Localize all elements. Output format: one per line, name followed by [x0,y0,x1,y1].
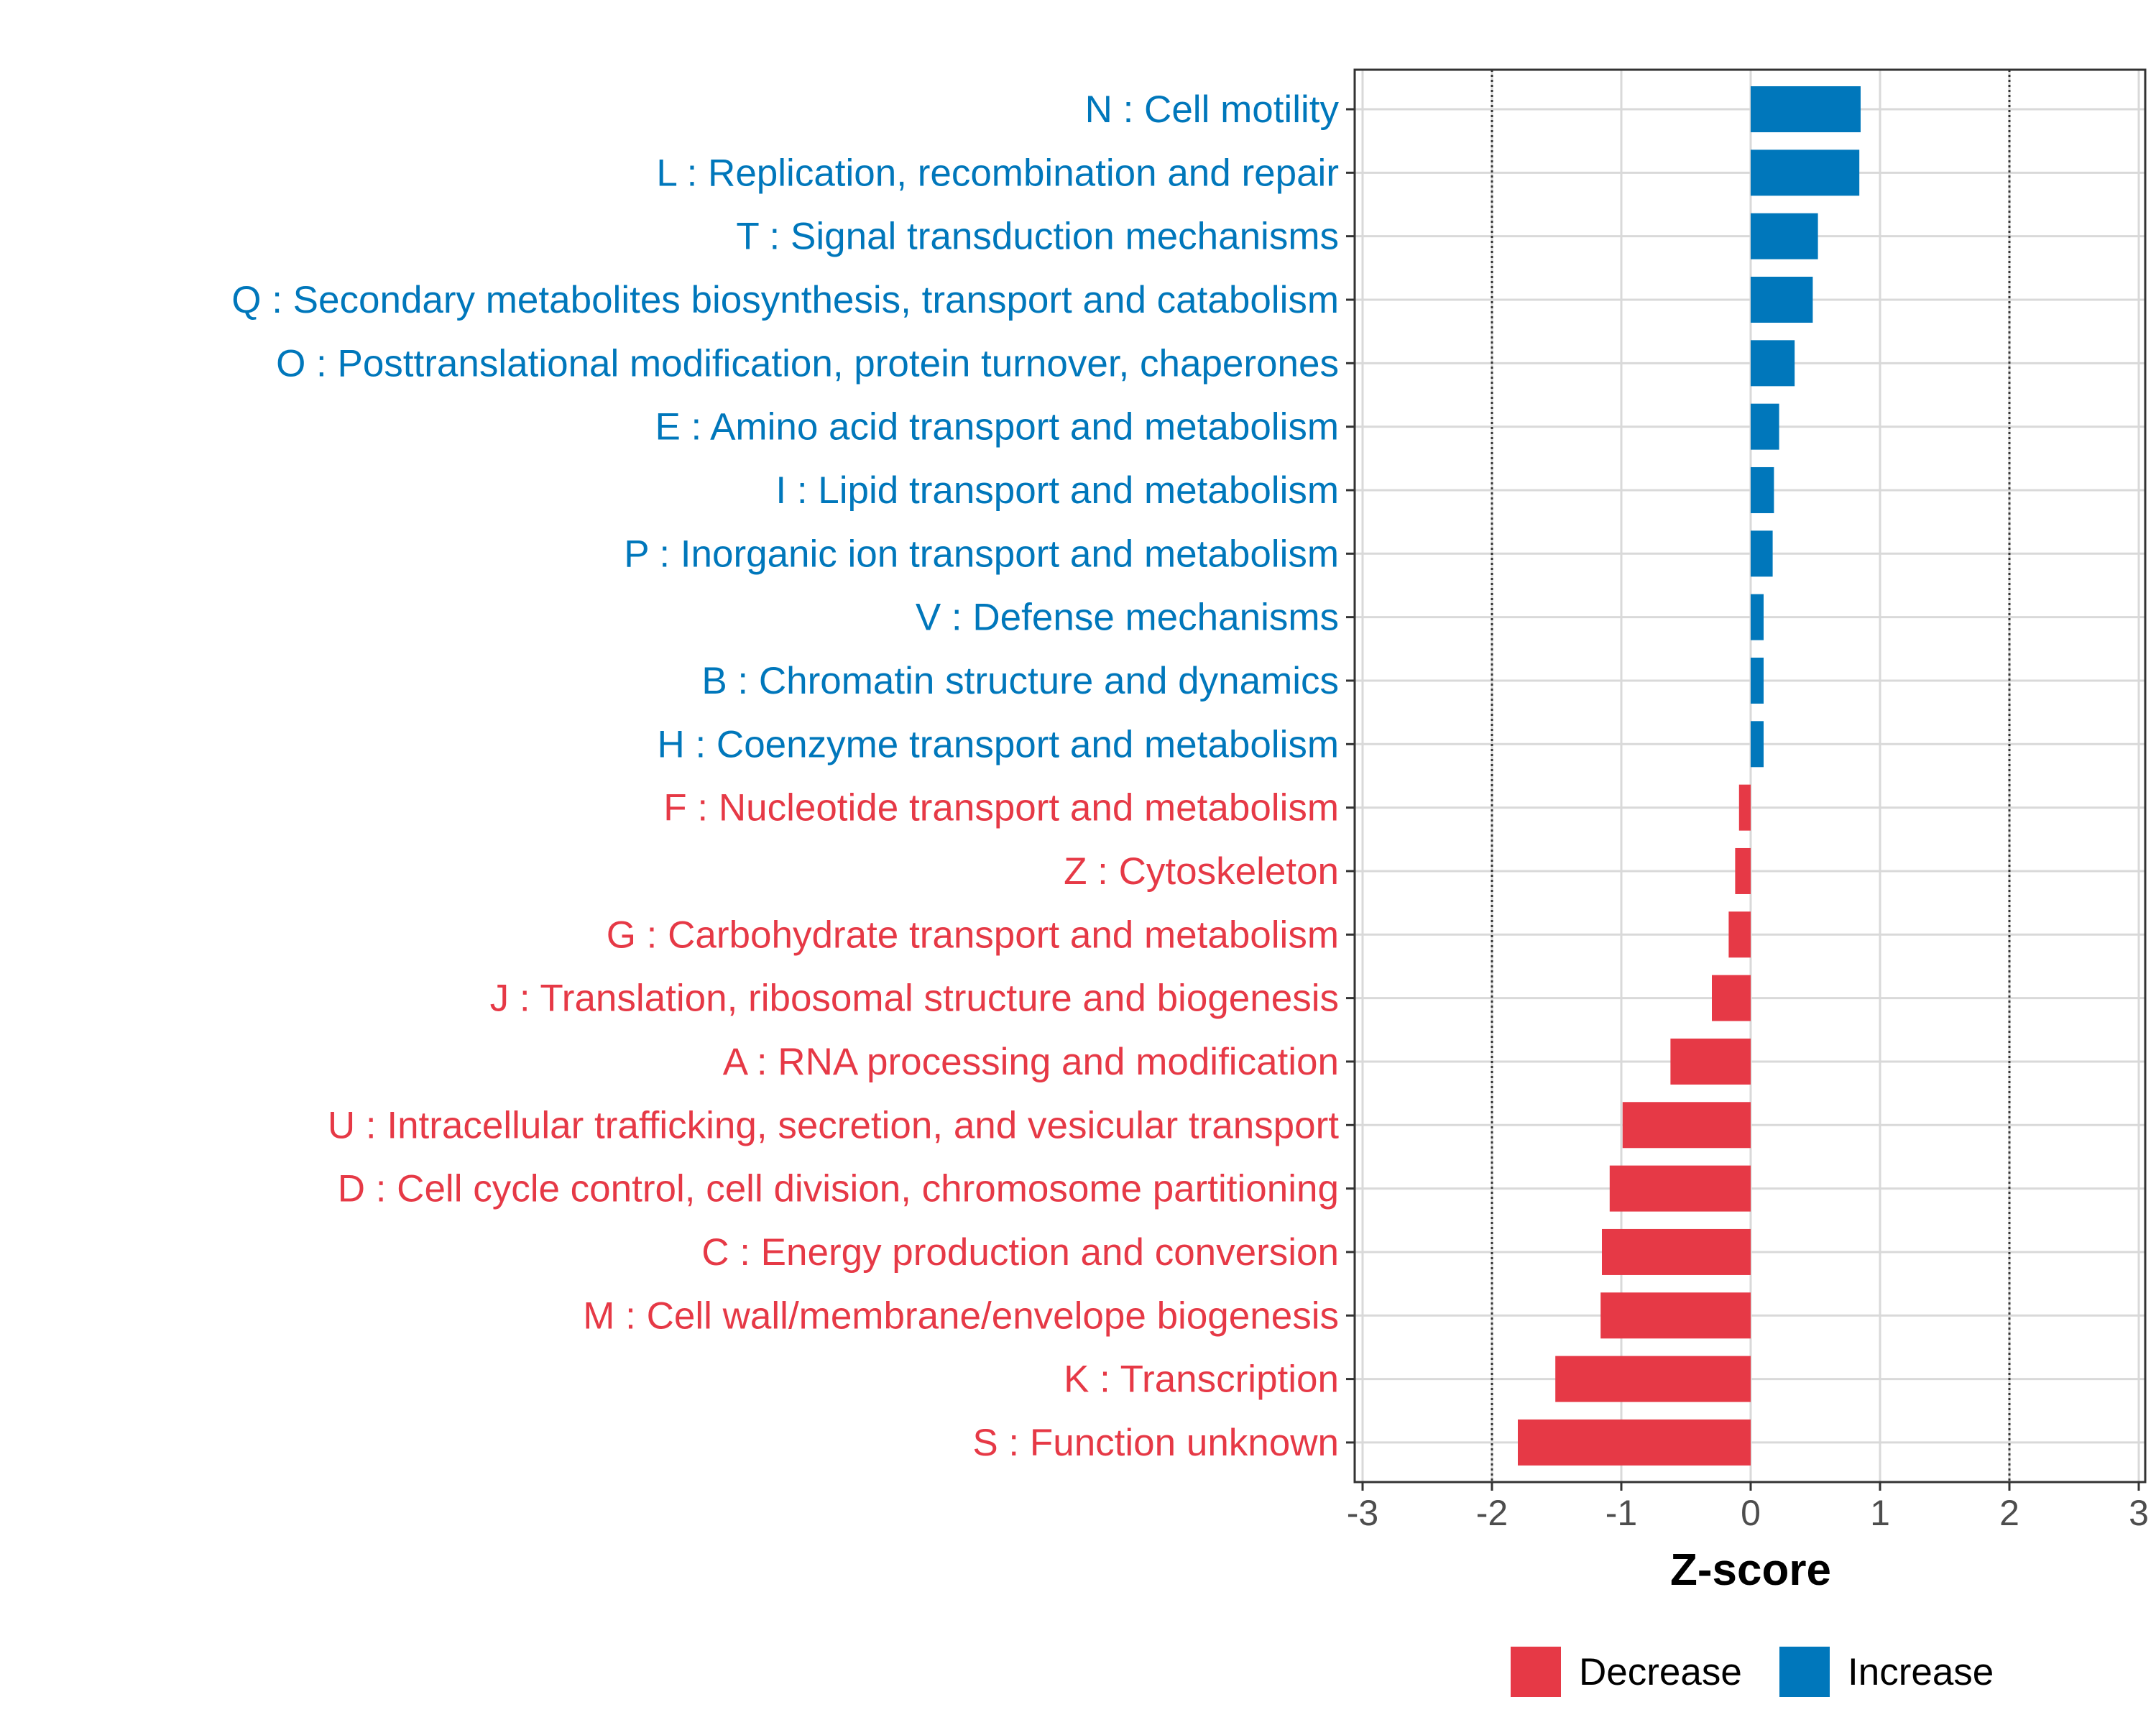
category-label: B : Chromatin structure and dynamics [701,660,1339,702]
bar [1602,1228,1751,1275]
bar [1751,86,1861,132]
legend-key [1511,1647,1561,1697]
bar [1738,784,1751,831]
x-axis-labels: -3 -2 -1 0 1 2 3 [1347,1493,2149,1533]
bar [1518,1419,1751,1466]
bar [1751,213,1818,259]
legend-label: Decrease [1579,1651,1742,1693]
bar [1670,1038,1751,1085]
bar [1622,1102,1751,1149]
bar [1751,721,1764,768]
legend-key [1779,1647,1830,1697]
category-label: E : Amino acid transport and metabolism [655,406,1339,448]
category-label: D : Cell cycle control, cell division, c… [338,1168,1339,1210]
x-tick-label: -3 [1347,1493,1378,1533]
category-label: U : Intracellular trafficking, secretion… [328,1104,1339,1146]
bar [1751,340,1795,387]
bar [1712,975,1751,1021]
category-label: K : Transcription [1064,1358,1339,1401]
x-tick-label: -1 [1606,1493,1637,1533]
category-label: V : Defense mechanisms [916,597,1339,639]
bars [1518,86,1861,1466]
category-label: S : Function unknown [972,1422,1339,1464]
category-label: Q : Secondary metabolites biosynthesis, … [231,279,1339,321]
x-axis-ticks [1361,1482,2140,1491]
category-label: J : Translation, ribosomal structure and… [490,978,1339,1020]
category-label: M : Cell wall/membrane/envelope biogenes… [583,1294,1339,1337]
x-tick-label: 0 [1741,1493,1761,1533]
category-label: L : Replication, recombination and repai… [656,152,1339,194]
category-label: Z : Cytoskeleton [1064,850,1339,893]
category-label: H : Coenzyme transport and metabolism [657,723,1339,765]
category-label: C : Energy production and conversion [701,1231,1339,1274]
category-label: F : Nucleotide transport and metabolism [663,787,1339,829]
reference-lines [1491,70,2011,1482]
bar [1751,466,1774,513]
bar [1728,911,1751,958]
bar [1735,847,1751,894]
bar [1751,657,1764,704]
bar [1751,530,1773,577]
x-axis-title: Z-score [1670,1545,1831,1595]
x-tick-label: 1 [1870,1493,1890,1533]
bar [1751,150,1860,196]
category-label: N : Cell motility [1085,88,1340,131]
category-label: I : Lipid transport and metabolism [775,469,1339,512]
category-label: G : Carbohydrate transport and metabolis… [607,914,1339,956]
bar [1609,1165,1751,1212]
y-axis-labels: N : Cell motility L : Replication, recomb… [231,88,1339,1464]
category-label: O : Posttranslational modification, prot… [276,342,1339,385]
bar [1600,1292,1751,1339]
bar [1751,403,1779,450]
bar [1751,276,1813,323]
category-label: A : RNA processing and modification [723,1041,1339,1083]
bar [1751,594,1764,640]
bar [1555,1356,1751,1402]
y-axis-ticks [1346,108,1355,1444]
legend: Decrease Increase [1511,1647,1994,1697]
x-tick-label: 2 [1999,1493,2019,1533]
category-label: T : Signal transduction mechanisms [736,216,1339,258]
category-label: P : Inorganic ion transport and metaboli… [624,533,1339,575]
x-tick-label: -2 [1476,1493,1508,1533]
x-tick-label: 3 [2129,1493,2149,1533]
legend-label: Increase [1848,1651,1994,1693]
